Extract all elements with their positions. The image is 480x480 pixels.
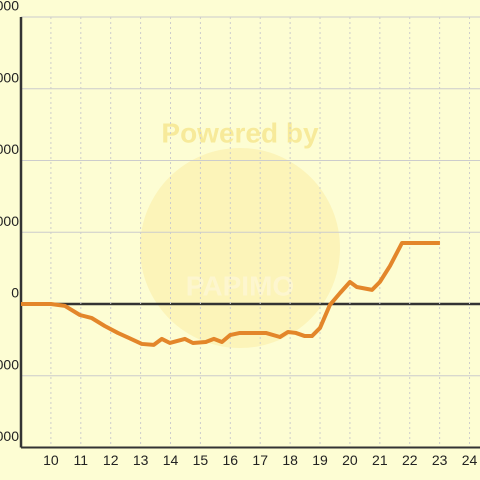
y-tick-label: -3,000 [0, 356, 19, 372]
x-tick-label: 15 [193, 452, 209, 468]
y-tick-label: -6,000 [0, 428, 19, 444]
series-line [21, 241, 440, 347]
y-tick-label: 3,000 [0, 213, 19, 229]
x-tick-label: 20 [342, 452, 358, 468]
x-tick-label: 12 [103, 452, 119, 468]
x-tick-label: 18 [282, 452, 298, 468]
watermark-text: PAPIMO [186, 270, 294, 301]
x-tick-label: 21 [372, 452, 388, 468]
x-tick-label: 11 [74, 452, 89, 468]
watermark-logo [140, 148, 340, 348]
x-tick-label: 23 [432, 452, 448, 468]
y-tick-label: 9,000 [0, 69, 19, 85]
x-tick-label: 14 [163, 452, 179, 468]
x-tick-label: 13 [133, 452, 149, 468]
x-tick-label: 22 [402, 452, 418, 468]
x-tick-label: 10 [43, 452, 59, 468]
y-tick-label: 0 [11, 285, 19, 301]
y-tick-label: 12,000 [0, 0, 19, 14]
x-tick-label: 24 [462, 452, 478, 468]
x-tick-label: 16 [223, 452, 239, 468]
x-tick-label: 19 [312, 452, 328, 468]
x-tick-label: 17 [252, 452, 268, 468]
watermark-text: Powered by [161, 117, 319, 148]
y-tick-label: 6,000 [0, 141, 19, 157]
